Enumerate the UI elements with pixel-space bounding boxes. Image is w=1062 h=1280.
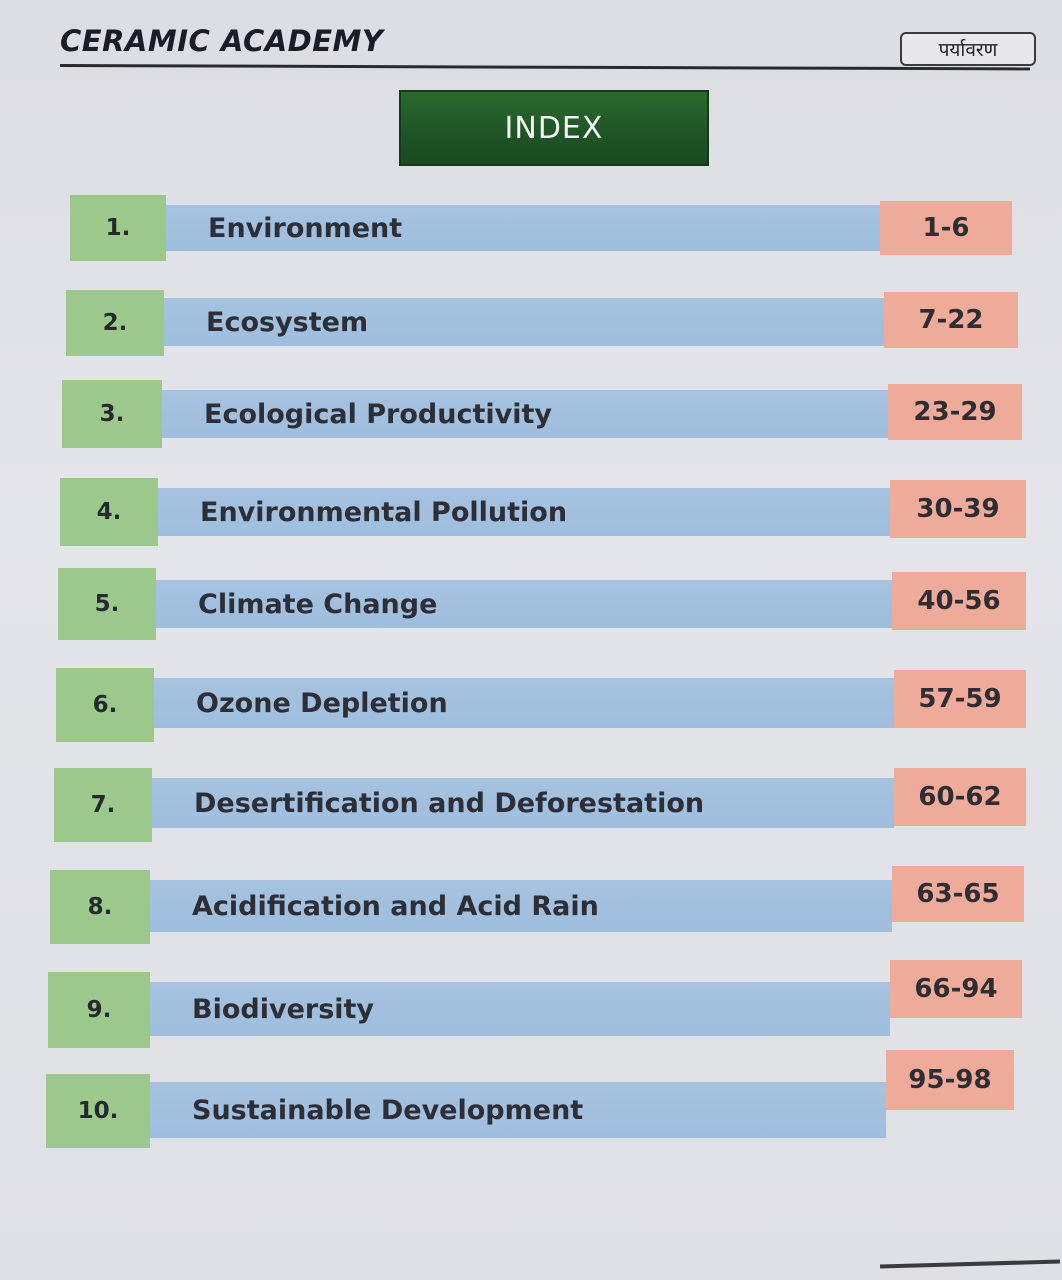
bottom-rule	[879, 1259, 1061, 1269]
index-row-6: 6. Ozone Depletion 57-59	[0, 668, 1062, 748]
entry-pages: 40-56	[892, 572, 1026, 630]
entry-pages: 30-39	[890, 480, 1026, 538]
entry-title: Climate Change	[156, 580, 892, 628]
index-row-4: 4. Environmental Pollution 30-39	[0, 478, 1062, 558]
index-row-10: 10. Sustainable Development 95-98	[0, 1050, 1062, 1154]
header-rule	[59, 64, 1030, 71]
brand-title: CERAMIC ACADEMY	[60, 24, 384, 58]
entry-number: 3.	[62, 380, 162, 448]
entry-pages: 66-94	[890, 960, 1022, 1018]
entry-title: Ecological Productivity	[162, 390, 888, 438]
entry-number: 2.	[66, 290, 164, 356]
entry-pages: 95-98	[886, 1050, 1014, 1110]
section-tag: पर्यावरण	[900, 32, 1036, 66]
index-row-8: 8. Acidification and Acid Rain 63-65	[0, 866, 1062, 950]
entry-number: 1.	[70, 195, 166, 261]
index-row-3: 3. Ecological Productivity 23-29	[0, 380, 1062, 460]
entry-pages: 23-29	[888, 384, 1022, 440]
entry-title: Sustainable Development	[150, 1082, 886, 1138]
index-row-9: 9. Biodiversity 66-94	[0, 960, 1062, 1052]
entry-number: 8.	[50, 870, 150, 944]
entry-title: Acidification and Acid Rain	[150, 880, 892, 932]
entry-number: 6.	[56, 668, 154, 742]
entry-number: 10.	[46, 1074, 150, 1148]
entry-number: 7.	[54, 768, 152, 842]
entry-number: 4.	[60, 478, 158, 546]
index-row-2: 2. Ecosystem 7-22	[0, 290, 1062, 370]
entry-number: 9.	[48, 972, 150, 1048]
index-row-5: 5. Climate Change 40-56	[0, 568, 1062, 648]
index-heading: INDEX	[399, 90, 709, 166]
entry-pages: 1-6	[880, 201, 1012, 255]
entry-pages: 57-59	[894, 670, 1026, 728]
entry-title: Ozone Depletion	[154, 678, 894, 728]
entry-title: Desertification and Deforestation	[152, 778, 894, 828]
index-row-7: 7. Desertification and Deforestation 60-…	[0, 768, 1062, 848]
entry-title: Environment	[166, 205, 880, 251]
index-row-1: 1. Environment 1-6	[0, 195, 1062, 275]
entry-title: Ecosystem	[164, 298, 884, 346]
entry-pages: 60-62	[894, 768, 1026, 826]
entry-title: Environmental Pollution	[158, 488, 890, 536]
entry-title: Biodiversity	[150, 982, 890, 1036]
entry-number: 5.	[58, 568, 156, 640]
entry-pages: 63-65	[892, 866, 1024, 922]
entry-pages: 7-22	[884, 292, 1018, 348]
